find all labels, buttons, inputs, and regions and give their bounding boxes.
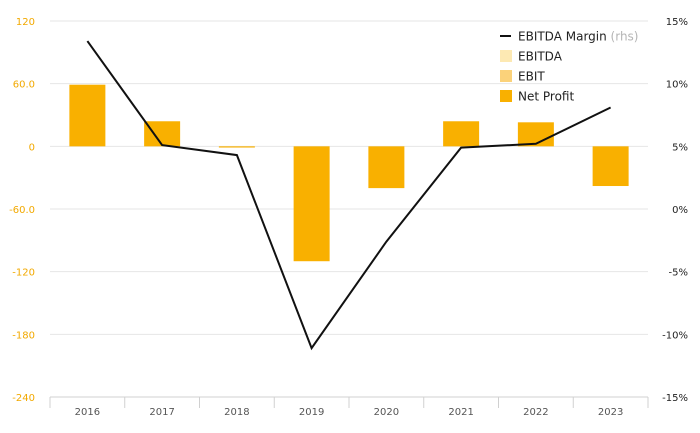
bar-net-profit (517, 122, 554, 147)
gridlines (50, 20, 648, 398)
legend-label: Net Profit (518, 90, 574, 104)
x-tick-label: 2020 (374, 407, 399, 418)
y-right-tick-label: 10% (666, 80, 688, 91)
y-right-tick-label: -5% (669, 268, 688, 279)
y-left-tick-label: 120 (16, 17, 35, 28)
margin-line (86, 40, 612, 351)
y-right-tick-label: -15% (662, 393, 688, 404)
y-left-tick-label: -180 (12, 330, 35, 341)
x-tick-label: 2022 (523, 407, 548, 418)
x-tick-label: 2016 (75, 407, 100, 418)
legend-label: EBIT (518, 70, 545, 84)
x-tick-label: 2021 (448, 407, 473, 418)
bar-net-profit (218, 146, 255, 148)
x-tick-label: 2017 (149, 407, 174, 418)
legend-label: EBITDA (518, 50, 563, 64)
margin-line-group (86, 40, 612, 351)
legend-color-swatch (500, 90, 512, 102)
bar-net-profit (592, 146, 629, 187)
bar-net-profit (293, 146, 330, 262)
x-tick-label: 2023 (598, 407, 623, 418)
bar-net-profit (443, 121, 480, 147)
y-right-tick-label: 15% (666, 17, 688, 28)
y-left-tick-label: -120 (12, 268, 35, 279)
legend-note: (rhs) (607, 30, 639, 44)
x-tick-label: 2019 (299, 407, 324, 418)
bar-net-profit (144, 121, 181, 147)
y-right-tick-label: -10% (662, 330, 688, 341)
bars (69, 84, 629, 262)
y-left-tick-label: -240 (12, 393, 35, 404)
bar-net-profit (368, 146, 405, 189)
y-left-tick-label: 60.0 (13, 80, 35, 91)
y-left-tick-label: 0 (29, 142, 35, 153)
legend-label: EBITDA Margin (rhs) (518, 30, 639, 44)
legend-color-swatch (500, 70, 512, 82)
legend: EBITDA Margin (rhs) EBITDA EBIT Net Profit (500, 30, 639, 104)
y-right-tick-label: 0% (672, 205, 688, 216)
legend-color-swatch (500, 50, 512, 62)
x-tick-label: 2018 (224, 407, 249, 418)
y-left-tick-label: -60.0 (9, 205, 35, 216)
axes: 120 60.0 0 -60.0 -120 -180 -240 15% 10% 5% 0% -5% -1… (9, 17, 688, 418)
y-right-tick-label: 5% (672, 142, 688, 153)
bar-net-profit (69, 84, 106, 147)
